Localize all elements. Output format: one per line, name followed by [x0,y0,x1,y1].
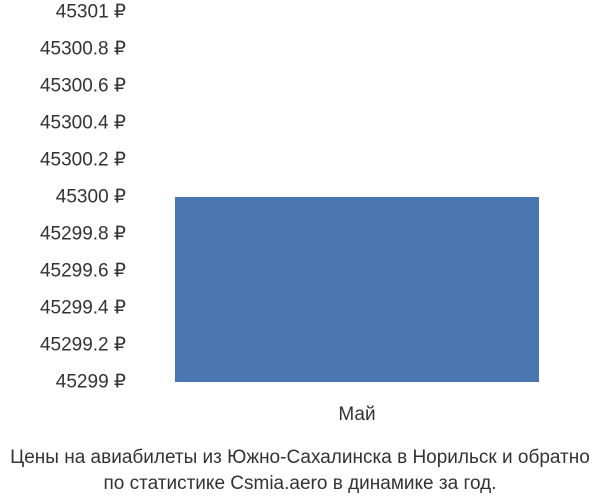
bar [175,197,538,382]
y-tick-label: 45299.2 ₽ [16,336,126,355]
y-tick-label: 45300.8 ₽ [16,40,126,59]
chart-caption: Цены на авиабилеты из Южно-Сахалинска в … [0,445,600,496]
y-tick-label: 45300 ₽ [16,188,126,207]
caption-line-2: по статистике Csmia.aero в динамике за г… [104,473,497,494]
y-tick-label: 45300.4 ₽ [16,114,126,133]
y-tick-label: 45299.4 ₽ [16,299,126,318]
y-tick-label: 45301 ₽ [16,3,126,22]
y-tick-label: 45299.6 ₽ [16,262,126,281]
y-tick-label: 45300.6 ₽ [16,77,126,96]
y-tick-label: 45300.2 ₽ [16,151,126,170]
price-chart: 45301 ₽ 45300.8 ₽ 45300.6 ₽ 45300.4 ₽ 45300.… [0,0,600,500]
y-tick-label: 45299.8 ₽ [16,225,126,244]
caption-line-1: Цены на авиабилеты из Южно-Сахалинска в … [10,447,590,468]
y-tick-label: 45299 ₽ [16,373,126,392]
plot-area [130,12,584,382]
x-tick-label: Май [338,404,375,426]
